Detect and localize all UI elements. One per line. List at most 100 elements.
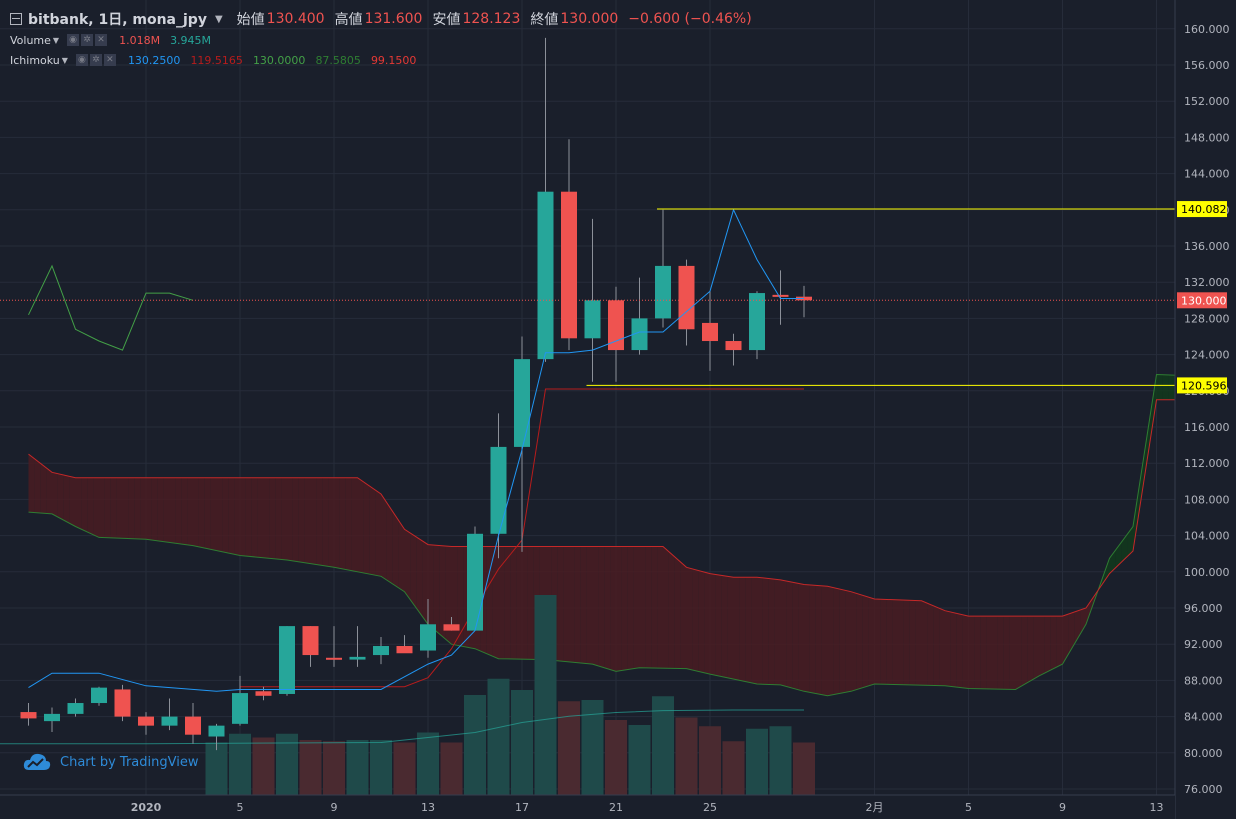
kumo-segment bbox=[1044, 616, 1051, 673]
symbol-title[interactable]: bitbank, 1日, mona_jpy bbox=[28, 12, 207, 28]
candle-body bbox=[678, 265, 695, 330]
kumo-segment bbox=[81, 477, 88, 532]
kumo-segment bbox=[398, 520, 405, 592]
kumo-segment bbox=[792, 582, 799, 690]
kumo-segment bbox=[46, 467, 52, 514]
kumo-segment bbox=[733, 577, 740, 681]
candle-body bbox=[420, 624, 436, 651]
price-tick-label: 116.000 bbox=[1184, 421, 1230, 434]
gear-icon[interactable]: ✲ bbox=[89, 54, 102, 66]
candle-body bbox=[67, 703, 84, 714]
kumo-segment bbox=[933, 605, 940, 686]
candle bbox=[232, 675, 248, 726]
kumo-segment bbox=[886, 599, 893, 685]
kumo-segment bbox=[680, 562, 687, 669]
volume-bar bbox=[393, 742, 416, 795]
kumo-segment bbox=[604, 546, 611, 670]
hline-price-tag: 140.082 bbox=[1181, 203, 1227, 216]
cloud-logo-icon bbox=[23, 753, 51, 770]
volume-bar bbox=[652, 696, 674, 795]
volume-bar bbox=[769, 726, 792, 795]
chevron-down-icon[interactable]: ▼ bbox=[52, 35, 60, 45]
kumo-segment bbox=[339, 477, 346, 570]
kumo-segment bbox=[757, 577, 763, 685]
price-tick-label: 84.000 bbox=[1184, 711, 1223, 724]
high-label: 高値 bbox=[334, 12, 363, 28]
candle-body bbox=[373, 646, 389, 656]
kumo-segment bbox=[116, 477, 123, 539]
kumo-segment bbox=[892, 599, 898, 685]
candle bbox=[373, 636, 389, 665]
candle-body bbox=[537, 191, 554, 360]
price-tick-label: 128.000 bbox=[1184, 312, 1230, 325]
kumo-segment bbox=[992, 616, 998, 690]
kumo-segment bbox=[898, 599, 904, 685]
eye-icon[interactable]: ◉ bbox=[67, 34, 80, 46]
candle-body bbox=[631, 318, 648, 351]
candle bbox=[443, 617, 460, 631]
kumo-segment bbox=[422, 540, 428, 625]
time-tick-label: 17 bbox=[515, 801, 529, 814]
kumo-segment bbox=[1144, 412, 1151, 476]
ichimoku-legend-row: Ichimoku ▼ ◉ ✲ ✕ 130.2500 119.5165 130.0… bbox=[10, 50, 762, 70]
kumo-segment bbox=[433, 545, 440, 635]
tradingview-watermark[interactable]: Chart by TradingView bbox=[22, 750, 198, 774]
time-tick-label: 25 bbox=[703, 801, 717, 814]
kumo-segment bbox=[216, 477, 223, 552]
candle bbox=[185, 703, 201, 744]
kumo-segment bbox=[1162, 374, 1169, 400]
volume-ma-value: 3.945M bbox=[170, 33, 212, 47]
kumo-segment bbox=[1062, 614, 1069, 665]
chikou-value: 130.0000 bbox=[252, 53, 306, 67]
kumo-segment bbox=[163, 477, 170, 543]
hline-price-tag: 120.596 bbox=[1181, 379, 1227, 392]
candle-body bbox=[232, 693, 248, 724]
chevron-down-icon[interactable]: ▼ bbox=[61, 55, 68, 65]
kumo-segment bbox=[1121, 534, 1128, 563]
gear-icon[interactable]: ✲ bbox=[81, 34, 94, 46]
kumo-segment bbox=[375, 489, 381, 577]
kumo-segment bbox=[392, 511, 399, 588]
candle-body bbox=[561, 191, 577, 339]
kumo-segment bbox=[204, 477, 211, 550]
kumo-segment bbox=[304, 477, 311, 564]
ohlc-row: bitbank, 1日, mona_jpy ▼ 始値 130.400 高値 13… bbox=[10, 8, 762, 30]
kumo-segment bbox=[281, 477, 287, 561]
kumo-segment bbox=[357, 477, 364, 573]
kumo-segment bbox=[486, 546, 493, 657]
volume-legend-row: Volume ▼ ◉ ✲ ✕ 1.018M 3.945M bbox=[10, 30, 762, 50]
price-tick-label: 156.000 bbox=[1184, 59, 1230, 72]
kumo-segment bbox=[87, 477, 94, 535]
kumo-segment bbox=[786, 581, 793, 689]
price-tick-label: 112.000 bbox=[1184, 457, 1230, 470]
candle bbox=[749, 291, 765, 360]
kumo-segment bbox=[1138, 450, 1145, 514]
kumo-segment bbox=[428, 544, 434, 630]
kumo-segment bbox=[1086, 599, 1092, 625]
candle bbox=[255, 686, 272, 701]
kumo-segment bbox=[727, 576, 734, 680]
price-tick-label: 108.000 bbox=[1184, 493, 1230, 506]
close-icon[interactable]: ✕ bbox=[95, 34, 108, 46]
volume-bar bbox=[558, 701, 580, 795]
volume-indicator-name[interactable]: Volume bbox=[10, 33, 51, 47]
kumo-segment bbox=[633, 546, 640, 669]
price-tick-label: 100.000 bbox=[1184, 566, 1230, 579]
candle bbox=[67, 698, 84, 717]
chevron-down-icon[interactable]: ▼ bbox=[214, 13, 223, 25]
ichimoku-indicator-name[interactable]: Ichimoku bbox=[10, 53, 60, 67]
span-b-value: 99.1500 bbox=[370, 53, 417, 67]
kumo-segment bbox=[804, 584, 810, 693]
volume-bar bbox=[793, 742, 815, 795]
volume-bar bbox=[229, 733, 251, 795]
kumo-segment bbox=[715, 574, 722, 677]
candle bbox=[584, 218, 601, 382]
price-tick-label: 124.000 bbox=[1184, 349, 1230, 362]
candle-body bbox=[326, 657, 342, 660]
collapse-icon[interactable] bbox=[10, 13, 22, 25]
close-icon[interactable]: ✕ bbox=[103, 54, 116, 66]
kumo-segment bbox=[815, 585, 822, 695]
kumo-segment bbox=[698, 570, 705, 673]
eye-icon[interactable]: ◉ bbox=[75, 54, 88, 66]
